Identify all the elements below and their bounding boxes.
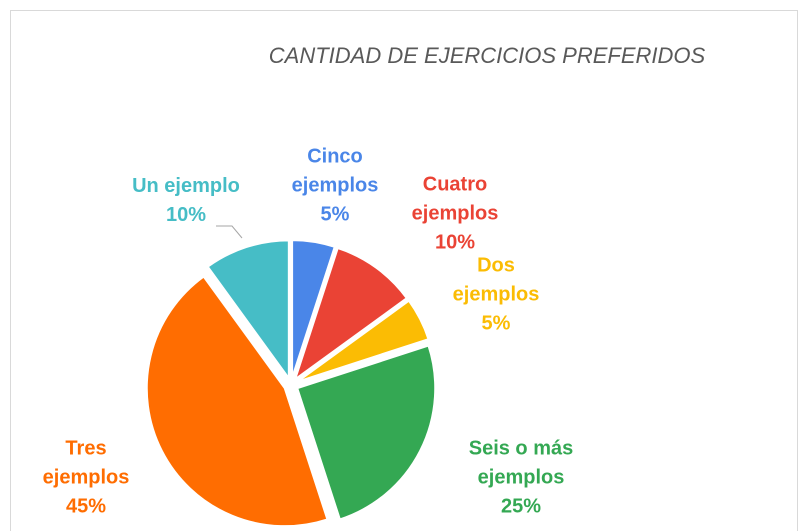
slice-label: Cuatro ejemplos 10% xyxy=(395,171,515,258)
slice-label: Tres ejemplos 45% xyxy=(26,435,146,522)
pie-slice xyxy=(293,246,409,382)
chart-title: CANTIDAD DE EJERCICIOS PREFERIDOS xyxy=(269,43,706,68)
slice-value: 5% xyxy=(320,203,350,226)
pie-slice xyxy=(145,275,329,528)
pie-slice xyxy=(291,239,336,379)
slice-value: 25% xyxy=(500,495,542,518)
slice-label: Un ejemplo 10% xyxy=(101,172,271,230)
slice-name: Cuatro ejemplos xyxy=(411,173,499,225)
slice-name: Seis o más ejemplos xyxy=(468,437,574,489)
slice-name: Dos ejemplos xyxy=(452,254,540,306)
slice-label: Seis o más ejemplos 25% xyxy=(446,435,596,522)
slice-label: Cinco ejemplos 5% xyxy=(275,143,395,230)
slice-name: Tres ejemplos xyxy=(42,437,130,489)
pie-slice xyxy=(296,299,430,383)
slice-name: Cinco ejemplos xyxy=(291,145,379,197)
slice-value: 10% xyxy=(165,204,207,226)
slice-value: 5% xyxy=(481,312,511,335)
leader-line xyxy=(216,225,243,239)
slice-name: Un ejemplo xyxy=(132,175,240,197)
pie-slice xyxy=(295,344,437,521)
slice-label: Dos ejemplos 5% xyxy=(441,252,551,339)
slice-value: 10% xyxy=(434,231,476,254)
pie-slice xyxy=(206,239,290,382)
slice-value: 45% xyxy=(65,495,107,518)
